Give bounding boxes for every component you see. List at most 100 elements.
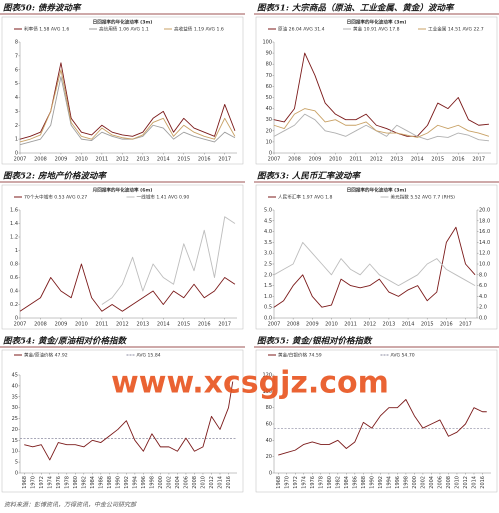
x-tick-label: 1976 (310, 476, 316, 489)
y-tick-label: 3.5 (264, 240, 272, 246)
series-line (19, 62, 236, 140)
x-tick-label: 2017 (218, 157, 231, 163)
y-tick-label: 50 (266, 95, 272, 101)
x-tick-label: 1990 (369, 476, 375, 489)
y-tick-label: 4.5 (264, 218, 272, 224)
y-tick-label: 1.6 (10, 208, 18, 214)
x-tick-label: 1984 (344, 476, 350, 489)
y-tick-label: 5 (15, 81, 18, 87)
x-tick-label: 1974 (301, 476, 307, 489)
x-tick-label: 1996 (395, 476, 401, 489)
chart-frame (1, 349, 244, 493)
y-tick-label: 0.4 (10, 289, 18, 295)
x-tick-label: 2008 (34, 157, 47, 163)
legend-label: 美元指数 5.52 AVG 7.7 (RHS) (391, 194, 456, 201)
x-tick-label: 2009 (55, 322, 68, 328)
x-tick-label: 2016 (198, 322, 211, 328)
x-tick-label: 2011 (96, 157, 109, 163)
y2-tick-label: 20.0 (479, 208, 490, 214)
y-tick-label: 1.0 (264, 294, 272, 300)
y-tick-label: 60 (266, 422, 272, 428)
y-tick-label: 1.4 (10, 221, 18, 227)
x-tick-label: 2008 (287, 322, 300, 328)
x-tick-label: 1968 (22, 476, 28, 489)
x-tick-label: 2015 (177, 322, 190, 328)
series-line (19, 69, 236, 143)
x-tick-label: 2016 (226, 476, 232, 489)
x-tick-label: 1988 (107, 476, 113, 489)
y-tick-label: 80 (266, 405, 272, 411)
x-tick-label: 2000 (412, 476, 418, 489)
x-tick-label: 1988 (361, 476, 367, 489)
x-tick-label: 2009 (309, 157, 322, 163)
y-tick-label: 0 (15, 471, 18, 477)
legend-label: AVG 15.84 (137, 353, 161, 359)
y-tick-label: 4.0 (264, 229, 272, 235)
y2-tick-label: 4.0 (479, 294, 487, 300)
x-tick-label: 1980 (327, 476, 333, 489)
y-tick-label: 0 (269, 151, 272, 157)
y2-tick-label: 8.0 (479, 272, 487, 278)
x-tick-label: 2014 (411, 157, 424, 163)
x-tick-label: 2010 (325, 322, 338, 328)
legend-label: 人民币汇率 1.97 AVG 1.8 (278, 194, 333, 201)
x-tick-label: 1986 (98, 476, 104, 489)
watermark: www.xcsgjz.com (111, 366, 389, 401)
x-tick-label: 2012 (116, 157, 129, 163)
chart-frame (1, 16, 244, 165)
y-tick-label: 1.5 (264, 283, 272, 289)
x-tick-label: 2002 (420, 476, 426, 489)
y-tick-label: 0 (15, 151, 18, 157)
x-tick-label: 2007 (268, 322, 281, 328)
chart-frame (255, 349, 498, 493)
x-tick-label: 1976 (56, 476, 62, 489)
x-tick-label: 1992 (378, 476, 384, 489)
x-tick-label: 2000 (158, 476, 164, 489)
x-tick-label: 1992 (124, 476, 130, 489)
legend-label: 原油 26.04 AVG 31.4 (278, 26, 325, 33)
series-line (273, 52, 489, 137)
y-tick-label: 120 (262, 373, 272, 379)
y-tick-label: 1.2 (10, 235, 18, 241)
legend-label: 黄金/白银价格 74.59 (278, 352, 322, 359)
x-tick-label: 1996 (141, 476, 147, 489)
series-line (273, 113, 489, 142)
x-tick-label: 1972 (293, 476, 299, 489)
chart-frame (255, 16, 498, 165)
x-tick-label: 2013 (136, 322, 149, 328)
y-tick-label: 5.0 (264, 208, 272, 214)
x-tick-label: 1970 (30, 476, 36, 489)
x-tick-label: 2016 (480, 476, 486, 489)
x-tick-label: 1998 (403, 476, 409, 489)
series-line (273, 108, 490, 138)
chart-title: 图表51: 大宗商品（原油、工业金属、黄金）波动率 (257, 3, 455, 14)
legend-label: AVG 54.70 (391, 353, 415, 359)
y-tick-label: 35 (12, 394, 18, 400)
x-tick-label: 2017 (459, 322, 472, 328)
x-tick-label: 2015 (177, 157, 190, 163)
x-tick-label: 1978 (318, 476, 324, 489)
y-tick-label: 10 (266, 139, 272, 145)
x-tick-label: 2007 (14, 322, 27, 328)
x-tick-label: 1986 (352, 476, 358, 489)
x-tick-label: 2014 (217, 476, 223, 489)
x-tick-label: 1980 (73, 476, 79, 489)
x-tick-label: 1978 (64, 476, 70, 489)
x-tick-label: 2004 (429, 476, 435, 489)
x-tick-label: 2010 (329, 157, 342, 163)
chart-title: 图表50: 债券波动率 (3, 3, 82, 14)
x-tick-label: 2008 (446, 476, 452, 489)
y-tick-label: 70 (266, 73, 272, 79)
y-tick-label: 5 (15, 460, 18, 466)
y-tick-label: 60 (266, 84, 272, 90)
y2-tick-label: 10.0 (479, 262, 490, 268)
y-tick-label: 3.0 (264, 251, 272, 257)
legend-label: 一线城市 1.41 AVG 0.90 (137, 194, 190, 201)
y-tick-label: 8 (15, 40, 18, 46)
y-tick-label: 1 (15, 248, 18, 254)
x-tick-label: 2016 (440, 322, 453, 328)
y-tick-label: 10 (12, 449, 18, 455)
y-tick-label: 2.5 (264, 262, 272, 268)
x-tick-label: 1984 (90, 476, 96, 489)
